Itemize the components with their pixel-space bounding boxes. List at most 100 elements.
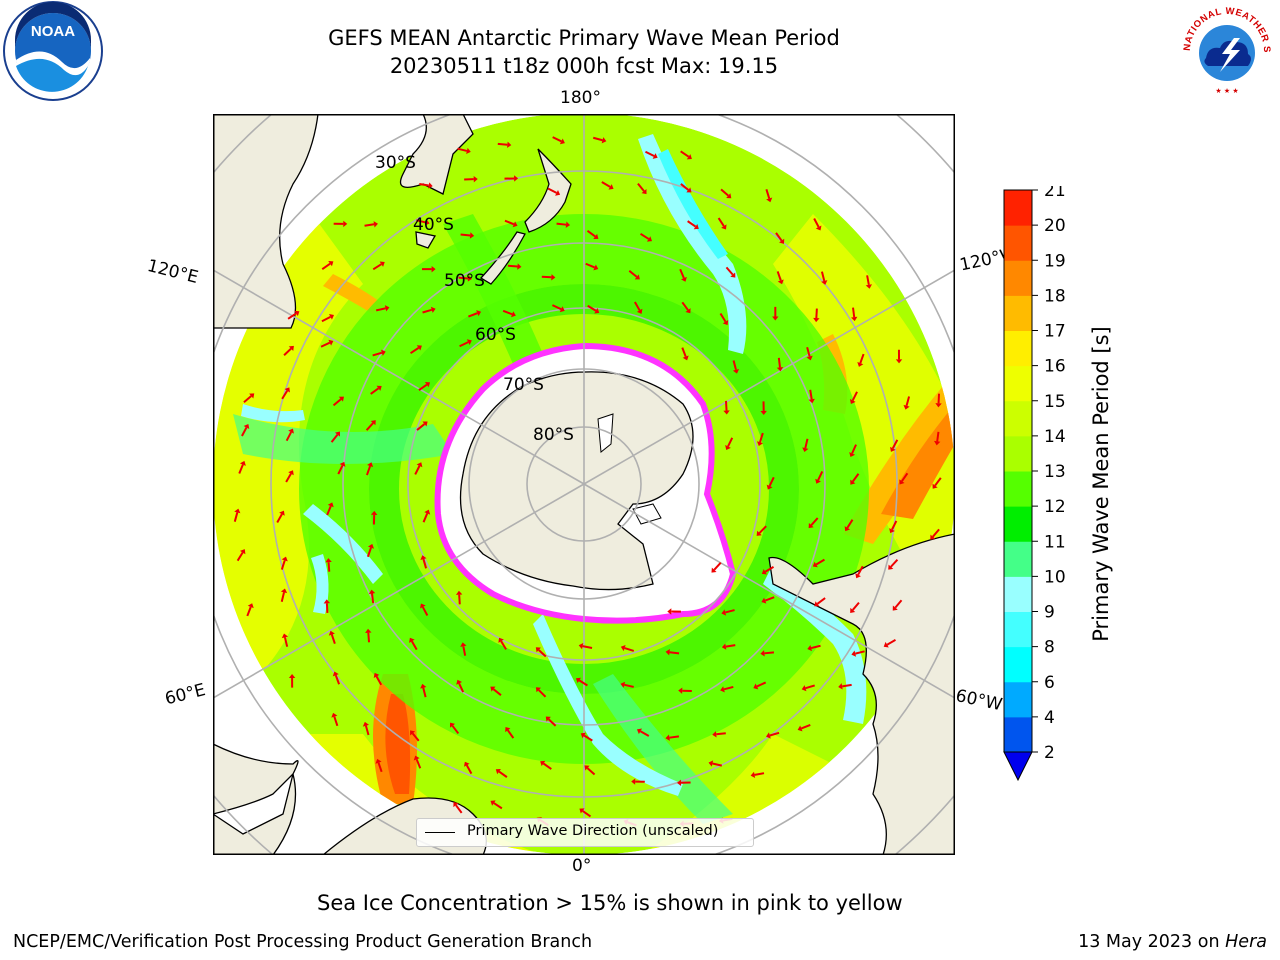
wave-arrow-shaft [330,433,339,443]
wave-arrow-shaft [241,427,248,437]
wave-arrow-head [460,642,467,647]
wave-arrow-shaft [367,632,371,643]
wave-arrow-shaft [756,681,767,688]
wave-arrow-shaft [582,810,592,818]
wave-arrow-head [469,232,475,239]
wave-arrow-shaft [777,357,781,368]
wave-arrow-shaft [372,351,383,357]
colorbar: 2 4 6 8 9 10 11 12 13 14 15 16 17 18 19 20 21 [1003,186,1066,782]
wave-arrow-shaft [587,304,597,312]
wave-arrow-head [339,461,346,467]
colorbar-under-triangle [1003,751,1033,782]
australia-land [213,114,319,329]
wave-arrow-head [636,728,642,735]
wave-arrow-shaft [320,341,331,348]
wave-arrow-shaft [552,136,562,143]
wave-arrow-head [449,722,456,728]
wave-arrow-shaft [465,764,473,775]
wave-arrow-head [281,633,289,639]
wave-arrow-shaft [866,275,870,285]
wave-arrow-shaft [601,181,611,188]
lon-label-0: 0° [572,856,592,876]
wave-arrow-head [288,428,294,434]
wave-arrow-shaft [645,150,655,157]
wave-arrow-shaft [334,674,341,685]
colorbar-segment [1004,330,1032,367]
wave-arrow-shaft [816,597,826,605]
wave-arrow-shaft [624,647,635,652]
wave-arrow-shaft [776,271,782,281]
colorbar-segment [1004,681,1032,718]
wave-arrow-shaft [458,594,461,605]
wave-arrow-shaft [809,389,813,400]
wave-arrow-shaft [332,398,342,407]
wave-arrow-head [559,138,565,145]
wave-arrow-head [708,760,714,767]
wave-arrow-head [760,410,767,415]
wave-arrow-shaft [815,308,818,319]
wave-arrow-head [466,147,471,155]
wave-arrow-head [409,637,415,643]
wave-arrow-shaft [582,645,593,649]
wave-arrow-shaft [669,651,680,655]
wave-arrow-head [370,510,378,515]
wave-arrow-shaft [375,307,386,312]
footer-date-text: 13 May 2023 on [1078,932,1220,952]
wave-arrow-head [813,317,820,323]
wave-arrow-shaft [578,679,588,687]
wave-arrow-shaft [416,423,426,431]
wave-arrow-shaft [891,520,898,530]
wave-arrow-head [551,274,556,281]
wave-arrow-shaft [754,772,765,776]
wave-arrow-shaft [371,593,375,604]
wave-arrow-head [456,679,463,685]
wave-arrow-shaft [725,609,735,614]
wave-arrow-shaft [585,262,595,269]
wave-arrow-head [723,410,730,415]
wave-arrow-head [678,687,683,694]
wave-arrow-head [239,460,246,466]
wave-arrow-shaft [817,471,824,481]
colorbar-segment [1004,260,1032,296]
wave-arrow-head [284,387,290,393]
wave-arrow-shaft [233,512,239,522]
wave-arrow-shaft [583,734,593,742]
wave-arrow-head [772,316,779,321]
wave-arrow-shaft [333,716,339,727]
wave-arrow-head [431,265,436,273]
wave-arrow-shaft [720,188,729,197]
wave-arrow-head [505,726,511,733]
colorbar-tick-label: 12 [1044,497,1066,517]
wave-arrow-shaft [891,439,899,449]
wave-arrow-head [761,569,767,575]
wave-arrow-shaft [852,601,860,611]
wave-arrow-shaft [905,396,911,407]
wave-arrow-shaft [285,473,292,483]
lon-label-180: 180° [560,88,601,108]
wave-arrow-head [416,345,422,351]
wave-arrow-shaft [775,232,783,242]
svg-text:★ ★ ★: ★ ★ ★ [1215,87,1238,95]
wave-arrow-head [851,650,857,657]
wave-arrow-head [665,649,670,656]
wave-arrow-head [857,362,864,367]
wave-arrow-shaft [857,565,864,576]
wave-arrow-shaft [815,558,825,566]
wave-arrow-head [680,276,687,282]
colorbar-label: Primary Wave Mean Period [s] [1089,326,1113,642]
wave-arrow-shaft [330,634,336,645]
wave-arrow-shaft [455,804,463,814]
lat-label-40s: 40°S [413,215,454,235]
wave-arrow-head [288,345,294,351]
wave-arrow-shaft [502,309,513,316]
wave-arrow-head [343,220,348,228]
colorbar-tick-label: 2 [1044,743,1055,763]
wave-arrow-shaft [243,395,252,404]
wave-arrow-head [634,274,640,280]
wave-arrow-shaft [639,730,650,737]
wave-arrow-head [332,671,339,677]
wave-arrow-shaft [936,431,940,442]
wave-arrow-head [365,628,372,633]
wave-arrow-shaft [422,558,428,569]
wave-arrow-shaft [504,219,515,226]
